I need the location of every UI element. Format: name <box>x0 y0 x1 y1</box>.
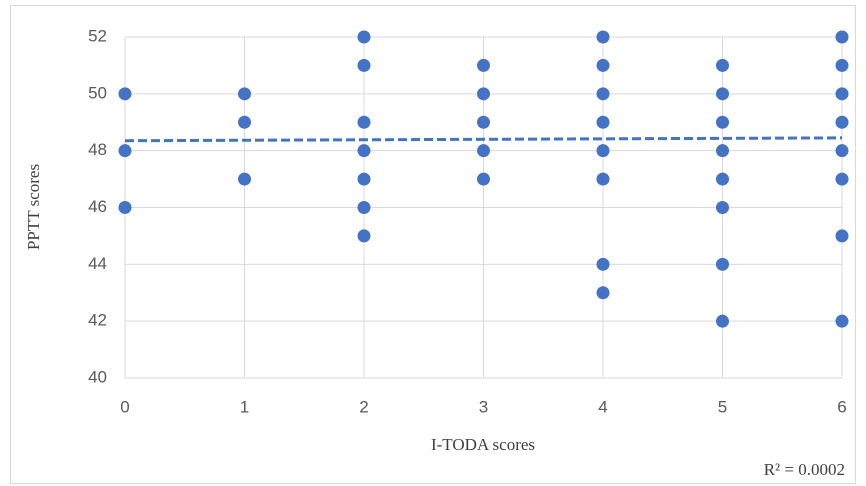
point <box>596 172 610 186</box>
point <box>716 144 729 158</box>
point <box>835 314 849 328</box>
point <box>357 30 371 44</box>
point <box>118 201 132 214</box>
point <box>716 115 729 129</box>
point <box>238 172 251 186</box>
point <box>477 58 490 72</box>
point <box>357 172 371 186</box>
y-tick-label: 46 <box>88 197 107 216</box>
point <box>238 115 251 129</box>
point <box>835 144 849 158</box>
point <box>357 201 371 214</box>
x-tick-label: 1 <box>240 397 249 416</box>
point <box>835 30 849 44</box>
x-tick-label: 0 <box>120 397 129 416</box>
x-tick-label: 2 <box>359 397 368 416</box>
y-tick-label: 40 <box>88 367 107 386</box>
point <box>596 87 610 101</box>
x-tick-label: 5 <box>718 397 727 416</box>
point <box>716 314 729 328</box>
x-tick-label: 3 <box>479 397 488 416</box>
point <box>716 58 729 72</box>
point <box>357 144 371 158</box>
point <box>835 58 849 72</box>
point <box>596 286 610 300</box>
y-tick-label: 52 <box>88 26 107 45</box>
point <box>357 115 371 129</box>
point <box>118 87 132 101</box>
point <box>716 201 729 214</box>
point <box>835 172 849 186</box>
trend-line <box>124 136 843 143</box>
point <box>477 87 490 101</box>
x-axis-title: I-TODA scores <box>431 435 535 454</box>
point <box>596 144 610 158</box>
point <box>238 87 251 101</box>
y-tick-label: 48 <box>88 140 107 159</box>
point <box>357 58 371 72</box>
point <box>477 172 490 186</box>
point <box>835 115 849 129</box>
y-axis-title: PPTT scores <box>24 164 43 250</box>
point <box>716 87 729 101</box>
point <box>835 229 849 243</box>
point <box>716 257 729 271</box>
point <box>835 87 849 101</box>
point <box>477 115 490 129</box>
x-tick-label: 6 <box>837 397 846 416</box>
point <box>596 58 610 72</box>
chart-border <box>10 5 856 484</box>
point <box>716 172 729 186</box>
point <box>357 229 371 243</box>
y-tick-label: 42 <box>88 311 107 330</box>
point <box>596 115 610 129</box>
x-tick-label: 4 <box>598 397 607 416</box>
point <box>596 30 610 44</box>
point <box>477 144 490 158</box>
y-tick-label: 50 <box>88 83 107 102</box>
point <box>118 144 132 158</box>
point <box>596 257 610 271</box>
annotation: R² = 0.0002 <box>764 460 845 479</box>
y-tick-label: 44 <box>88 254 107 273</box>
